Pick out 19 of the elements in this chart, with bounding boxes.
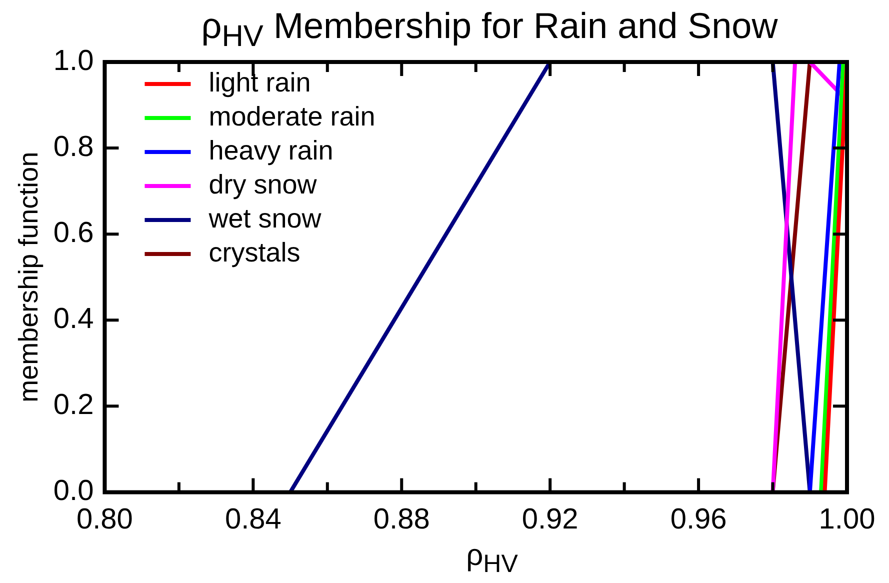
y-axis-title: membership function bbox=[14, 152, 44, 402]
x-tick-label: 0.88 bbox=[373, 504, 430, 536]
x-tick-label: 0.84 bbox=[224, 504, 282, 536]
x-axis-title: ρ$_{HV}$ bbox=[465, 538, 519, 580]
y-tick-label: 0.6 bbox=[53, 217, 94, 250]
y-tick-label: 0.4 bbox=[53, 303, 94, 336]
y-tick-label: 0.2 bbox=[53, 389, 94, 422]
legend-label: dry snow bbox=[208, 169, 318, 200]
legend-label: heavy rain bbox=[208, 135, 334, 166]
legend-label: crystals bbox=[208, 237, 300, 268]
x-tick-label: 1.00 bbox=[818, 504, 876, 536]
x-tick-label: 0.92 bbox=[522, 504, 578, 536]
legend-label: wet snow bbox=[208, 203, 322, 234]
y-tick-label: 1.0 bbox=[53, 45, 94, 77]
x-tick-label: 0.96 bbox=[670, 504, 727, 536]
y-tick-label: 0.8 bbox=[53, 131, 94, 164]
legend-label: moderate rain bbox=[208, 101, 376, 132]
legend-label: light rain bbox=[208, 67, 311, 98]
chart-title: ρ$_{HV}$ Membership for Rain and Snow bbox=[201, 5, 778, 54]
